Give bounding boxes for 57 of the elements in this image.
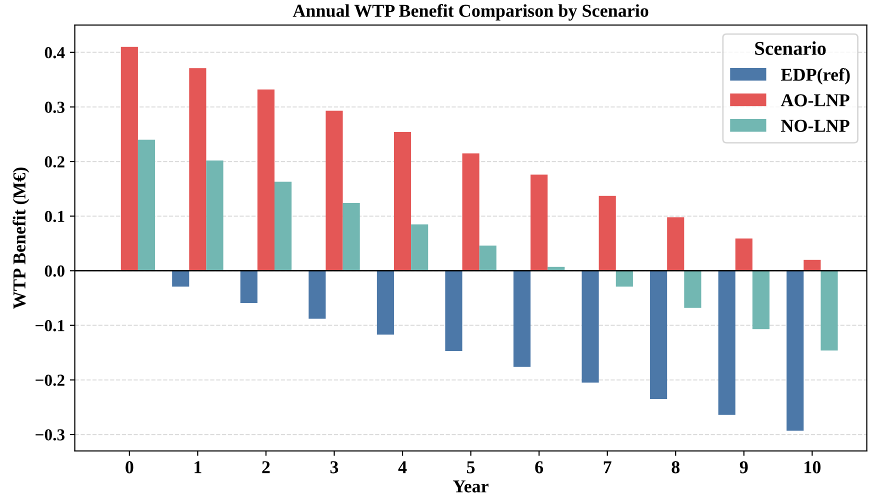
bar bbox=[513, 270, 531, 367]
x-tick-label: 6 bbox=[535, 461, 544, 474]
bar bbox=[530, 174, 548, 271]
x-tick-label: 9 bbox=[740, 461, 748, 474]
x-tick-label: 2 bbox=[262, 461, 270, 474]
bar bbox=[342, 203, 360, 271]
bar bbox=[479, 246, 496, 271]
bar bbox=[394, 132, 412, 271]
x-tick-label: 3 bbox=[330, 461, 338, 474]
y-axis-title: WTP Benefit (M€) bbox=[12, 168, 30, 309]
x-axis-title: Year bbox=[453, 480, 488, 492]
legend-label: NO-LNP bbox=[781, 120, 850, 132]
bar bbox=[616, 270, 633, 287]
x-tick-label: 0 bbox=[126, 461, 134, 474]
bar bbox=[326, 110, 343, 271]
bar bbox=[411, 224, 428, 271]
bar bbox=[120, 46, 138, 271]
y-tick-label: −0.3 bbox=[36, 429, 65, 441]
bar bbox=[786, 270, 804, 431]
bar bbox=[735, 238, 752, 271]
x-tick-label: 8 bbox=[672, 461, 680, 474]
y-tick-label: −0.1 bbox=[36, 320, 64, 332]
bar bbox=[650, 270, 668, 400]
bar bbox=[308, 270, 326, 319]
bar bbox=[752, 270, 770, 330]
bar bbox=[172, 270, 190, 287]
legend-title: Scenario bbox=[755, 41, 826, 55]
y-tick-label: 0.4 bbox=[44, 47, 65, 58]
bar bbox=[582, 270, 599, 383]
x-tick-label: 5 bbox=[467, 461, 475, 474]
bar bbox=[274, 182, 292, 271]
legend-label: AO-LNP bbox=[780, 94, 850, 106]
bar bbox=[138, 140, 156, 271]
bar bbox=[804, 260, 821, 271]
x-tick-label: 10 bbox=[804, 461, 821, 474]
bar bbox=[257, 89, 275, 271]
bar bbox=[189, 68, 206, 271]
y-tick-label: 0.2 bbox=[44, 156, 64, 168]
bar bbox=[820, 270, 838, 350]
x-tick-label: 1 bbox=[194, 461, 202, 474]
x-tick-label: 4 bbox=[398, 461, 407, 474]
chart-title: Annual WTP Benefit Comparison by Scenario bbox=[292, 4, 648, 21]
y-tick-label: 0.0 bbox=[44, 265, 64, 277]
bar bbox=[598, 196, 616, 271]
bar bbox=[718, 270, 736, 415]
legend-label: EDP(ref) bbox=[780, 68, 850, 85]
bar bbox=[240, 270, 258, 303]
bar bbox=[206, 160, 224, 271]
bar bbox=[445, 270, 462, 351]
y-tick-label: 0.3 bbox=[44, 102, 65, 113]
x-tick-label: 7 bbox=[604, 461, 612, 474]
y-tick-label: −0.2 bbox=[36, 374, 64, 386]
bar bbox=[684, 270, 702, 308]
y-tick-label: 0.1 bbox=[44, 210, 64, 222]
bar bbox=[667, 217, 684, 271]
bar bbox=[462, 153, 480, 271]
bar bbox=[376, 270, 394, 335]
